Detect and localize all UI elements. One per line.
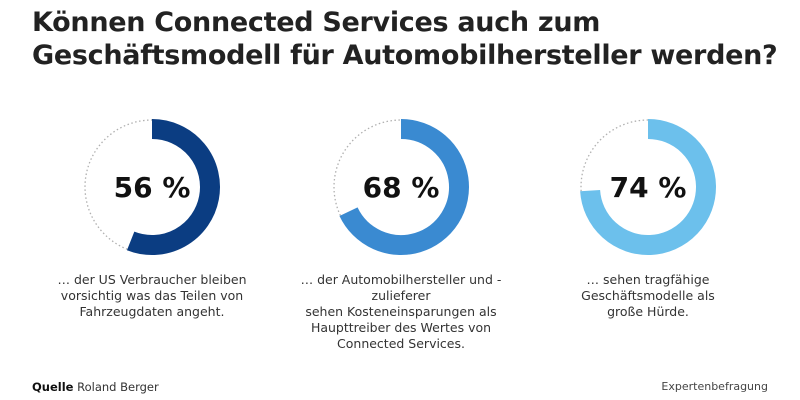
source-note: Quelle Roland Berger bbox=[32, 380, 159, 394]
chart-title-line-2: Geschäftsmodell für Automobilhersteller … bbox=[32, 40, 778, 71]
chart-title: Können Connected Services auch zum Gesch… bbox=[32, 6, 792, 72]
caption-line: sehen Kosteneinsparungen als bbox=[305, 304, 497, 319]
chart-title-line-1: Können Connected Services auch zum bbox=[32, 7, 601, 38]
caption-line: … der Automobilhersteller und -zuliefere… bbox=[300, 272, 502, 303]
caption-line: … der US Verbraucher bleiben bbox=[57, 272, 247, 287]
caption-line: Geschäftsmodelle als bbox=[581, 288, 715, 303]
donut-2-value-arc bbox=[339, 119, 469, 255]
donut-1-caption: … der US Verbraucher bleiben vorsichtig … bbox=[32, 272, 272, 320]
donut-1: 56 % bbox=[84, 119, 220, 255]
donut-3-value-arc bbox=[580, 119, 716, 255]
donut-3-caption: … sehen tragfähige Geschäftsmodelle als … bbox=[528, 272, 768, 320]
donut-1-remainder-arc bbox=[84, 119, 153, 250]
donut-2-caption: … der Automobilhersteller und -zuliefere… bbox=[281, 272, 521, 352]
source-label: Quelle bbox=[32, 380, 74, 394]
donut-3-percent-label: 74 % bbox=[610, 171, 687, 204]
caption-line: vorsichtig was das Teilen von bbox=[60, 288, 244, 303]
donut-3: 74 % bbox=[580, 119, 716, 255]
caption-line: Haupttreiber des Wertes von bbox=[310, 320, 492, 335]
caption-line: Fahrzeugdaten angeht. bbox=[79, 304, 225, 319]
donut-1-percent-label: 56 % bbox=[114, 171, 191, 204]
method-note: Expertenbefragung bbox=[661, 380, 768, 393]
caption-line: … sehen tragfähige bbox=[586, 272, 710, 287]
caption-line: Connected Services. bbox=[337, 336, 465, 351]
caption-line: große Hürde. bbox=[607, 304, 689, 319]
donut-2-percent-label: 68 % bbox=[363, 171, 440, 204]
donut-2-remainder-arc bbox=[333, 119, 402, 216]
donut-2: 68 % bbox=[333, 119, 469, 255]
donut-1-value-arc bbox=[126, 119, 220, 255]
source-name: Roland Berger bbox=[77, 380, 159, 394]
